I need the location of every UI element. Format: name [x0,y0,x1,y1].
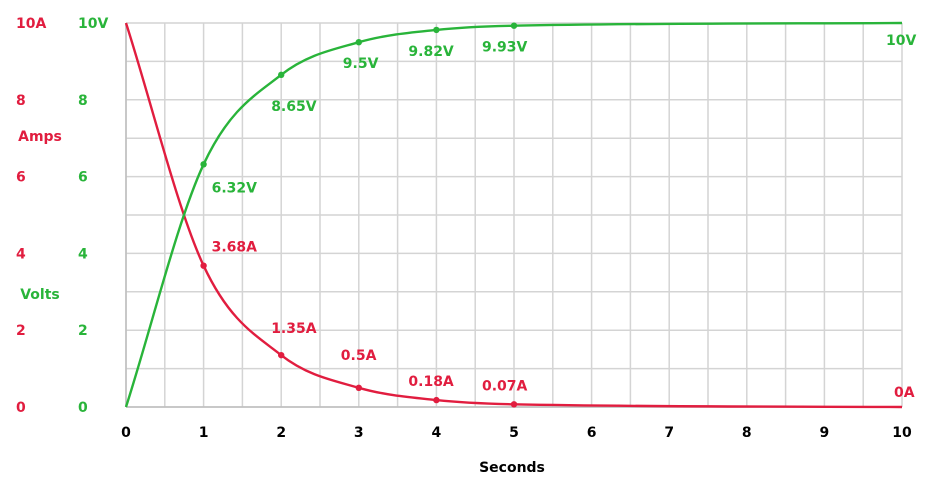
data-label-voltage: 8.65V [271,99,317,115]
data-label-voltage: 6.32V [212,180,258,196]
data-labels: 3.68A 1.35A 0.5A 0.18A 0.07A 0A 6.32V 8.65V 9.5V… [212,33,917,401]
data-point-voltage [278,71,285,79]
x-tick-label: 9 [820,425,830,441]
y-tick-label-voltage: 4 [78,246,88,262]
data-label-voltage: 9.5V [343,56,379,72]
x-tick-label: 0 [121,425,131,441]
data-point-current [355,384,362,391]
y-tick-label-current: 2 [16,323,26,339]
data-point-current [433,396,440,404]
data-label-current: 0A [894,385,915,401]
data-point-current [278,351,285,359]
y-tick-label-voltage: 0 [78,400,88,416]
data-label-current: 0.07A [482,378,528,394]
y-axis-label-volts: Volts [20,287,60,303]
y-axis-label-amps: Amps [18,129,62,145]
y-tick-label-current: 6 [16,170,26,186]
data-point-current [510,401,518,408]
x-tick-label: 6 [587,425,597,441]
x-tick-label: 3 [354,425,364,441]
data-label-current: 0.18A [408,374,454,390]
data-point-voltage [355,39,362,46]
tick-labels: 0 1 2 3 4 5 6 7 8 9 10 0 2 4 6 8 10A 0 2 4 6 8 10V [16,16,912,441]
x-axis-label: Seconds [479,460,545,476]
y-tick-label-voltage: 6 [78,170,88,186]
y-tick-label-voltage: 8 [78,93,88,109]
x-tick-label: 7 [664,425,674,441]
data-label-current: 0.5A [341,348,377,364]
x-tick-label: 10 [892,425,912,441]
x-tick-label: 1 [199,425,209,441]
data-label-current: 3.68A [212,240,258,256]
data-label-voltage: 9.93V [482,40,528,56]
y-tick-label-current: 4 [16,246,26,262]
data-points [200,22,518,408]
y-tick-label-voltage: 2 [78,323,88,339]
x-tick-label: 2 [276,425,286,441]
y-tick-label-current: 10A [16,16,46,32]
grid [125,22,903,408]
data-point-current [200,262,207,269]
x-tick-label: 8 [742,425,752,441]
data-point-voltage [200,161,207,168]
data-label-voltage: 10V [886,33,916,49]
y-tick-label-current: 0 [16,400,26,416]
x-tick-label: 5 [509,425,519,441]
data-label-voltage: 9.82V [408,44,454,60]
data-point-voltage [433,26,440,34]
data-label-current: 1.35A [271,321,317,337]
y-tick-label-current: 8 [16,93,26,109]
x-tick-label: 4 [432,425,442,441]
data-point-voltage [510,22,518,29]
y-tick-label-voltage: 10V [78,16,108,32]
